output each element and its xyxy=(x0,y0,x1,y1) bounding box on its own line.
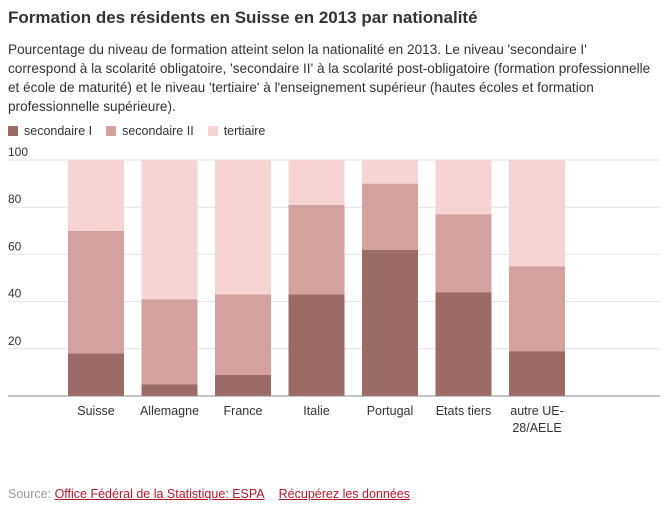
legend-label-secondaire-2: secondaire II xyxy=(122,124,194,138)
legend-item-tertiaire[interactable]: tertiaire xyxy=(207,124,266,138)
legend-swatch-secondaire-1 xyxy=(8,126,18,136)
y-tick-label: 60 xyxy=(8,239,22,253)
x-tick-label: Portugal xyxy=(367,404,414,418)
bar-segment-tertiaire-suisse[interactable] xyxy=(68,160,124,231)
bar-segment-tertiaire-autre-ue-28-aele[interactable] xyxy=(509,160,565,267)
bar-segment-tertiaire-portugal[interactable] xyxy=(362,160,418,184)
x-tick-label: Etats tiers xyxy=(436,404,492,418)
bar-segment-secondaire-i-portugal[interactable] xyxy=(362,249,418,396)
legend-swatch-secondaire-2 xyxy=(106,126,117,136)
bar-segment-secondaire-ii-etats-tiers[interactable] xyxy=(435,214,492,293)
bar-segment-secondaire-i-allemagne[interactable] xyxy=(141,384,198,396)
bar-segment-secondaire-i-suisse[interactable] xyxy=(68,353,124,396)
legend-label-secondaire-1: secondaire I xyxy=(24,124,93,138)
x-tick-label: autre UE- xyxy=(510,404,564,418)
bar-segment-secondaire-i-etats-tiers[interactable] xyxy=(435,292,492,396)
legend-item-secondaire-2[interactable]: secondaire II xyxy=(106,124,194,138)
bar-segment-secondaire-ii-italie[interactable] xyxy=(288,204,345,295)
x-tick-label: Allemagne xyxy=(140,404,199,418)
x-tick-label: Suisse xyxy=(77,404,115,418)
x-tick-label: Italie xyxy=(303,404,329,418)
bar-segment-secondaire-ii-allemagne[interactable] xyxy=(141,299,198,385)
x-tick-label: 28/AELE xyxy=(512,421,561,435)
y-tick-label: 100 xyxy=(8,145,28,159)
legend-swatch-tertiaire xyxy=(207,126,218,136)
bar-segment-tertiaire-allemagne[interactable] xyxy=(141,160,198,300)
source-link[interactable]: Office Fédéral de la Statistique: ESPA xyxy=(54,487,265,501)
source-line: Source: Office Fédéral de la Statistique… xyxy=(8,487,410,501)
y-tick-label: 40 xyxy=(8,287,22,301)
stacked-bar-chart: 20 40 60 80 100 Suisse Allemagne France Italie Po… xyxy=(8,145,660,435)
y-tick-label: 80 xyxy=(8,192,22,206)
chart-subtitle: Pourcentage du niveau de formation attei… xyxy=(8,42,651,114)
bar-segment-tertiaire-france[interactable] xyxy=(215,160,271,295)
legend-label-tertiaire: tertiaire xyxy=(223,124,266,138)
bar-segment-tertiaire-etats-tiers[interactable] xyxy=(435,160,492,215)
download-data-link[interactable]: Récupérez les données xyxy=(278,487,410,501)
x-tick-label: France xyxy=(224,404,263,418)
bar-segment-secondaire-ii-portugal[interactable] xyxy=(362,183,418,250)
bar-segment-secondaire-i-autre-ue-28-aele[interactable] xyxy=(509,351,565,396)
bar-segment-secondaire-i-france[interactable] xyxy=(215,374,271,396)
source-prefix: Source: xyxy=(8,487,52,501)
chart-title: Formation des résidents en Suisse en 201… xyxy=(8,8,478,27)
bar-segment-secondaire-ii-autre-ue-28-aele[interactable] xyxy=(509,266,565,352)
bar-segment-secondaire-ii-france[interactable] xyxy=(215,294,271,375)
bar-segment-secondaire-i-italie[interactable] xyxy=(288,294,345,396)
bar-segment-tertiaire-italie[interactable] xyxy=(288,160,345,205)
legend: secondaire I secondaire II tertiaire xyxy=(8,122,279,140)
y-tick-label: 20 xyxy=(8,334,22,348)
bar-segment-secondaire-ii-suisse[interactable] xyxy=(68,230,124,354)
legend-item-secondaire-1[interactable]: secondaire I xyxy=(8,124,92,138)
